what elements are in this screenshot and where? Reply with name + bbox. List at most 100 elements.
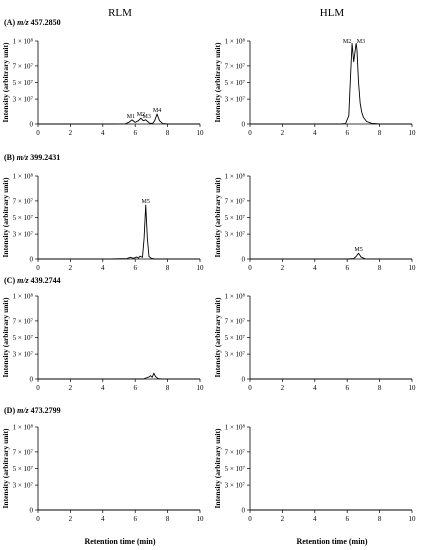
y-tick-label: 3 × 10⁷ (225, 96, 246, 104)
panel-d-hlm: 0 3 × 10⁷ 5 × 10⁷ 7 × 10⁷ 1 × 10⁸ 0 2 4 6 8 10 Inte… (213, 423, 416, 523)
chromatogram-trace (250, 43, 412, 125)
y-tick-label: 3 × 10⁷ (225, 482, 246, 490)
y-tick-label: 0 (30, 375, 34, 383)
mz-value: 473.2799 (29, 406, 61, 415)
chromatogram-trace (38, 204, 200, 260)
row-label: (A) m/z 457.2850 (4, 18, 61, 27)
x-tick-label: 0 (248, 384, 252, 392)
x-tick-label: 2 (281, 515, 285, 523)
y-tick-label: 7 × 10⁷ (225, 448, 246, 456)
y-tick-label: 0 (30, 506, 34, 514)
y-tick-label: 0 (30, 255, 34, 263)
x-tick-label: 8 (166, 129, 170, 137)
x-tick-label: 8 (166, 264, 170, 272)
x-tick-label: 2 (281, 264, 285, 272)
x-tick-label: 0 (36, 264, 40, 272)
peak-label: M2 (343, 39, 351, 45)
row-letter: (D) (4, 406, 17, 415)
x-tick-label: 2 (281, 384, 285, 392)
x-tick-label: 4 (101, 264, 105, 272)
y-tick-label: 0 (242, 255, 246, 263)
panel-c-hlm: 0 3 × 10⁷ 5 × 10⁷ 7 × 10⁷ 1 × 10⁸ 0 2 4 6 8 10 Inte… (213, 292, 416, 392)
y-tick-label: 7 × 10⁷ (13, 448, 34, 456)
x-tick-label: 10 (409, 264, 417, 272)
x-tick-label: 10 (409, 515, 417, 523)
y-tick-label: 0 (242, 120, 246, 128)
x-tick-label: 6 (133, 384, 137, 392)
x-tick-label: 8 (378, 384, 382, 392)
y-tick-label: 1 × 10⁸ (13, 423, 34, 431)
mz-value: 457.2850 (29, 18, 61, 27)
x-tick-label: 10 (197, 129, 205, 137)
x-tick-label: 4 (313, 264, 317, 272)
x-tick-label: 8 (378, 129, 382, 137)
x-tick-label: 0 (36, 129, 40, 137)
y-tick-label: 3 × 10⁷ (13, 96, 34, 104)
x-tick-label: 2 (281, 129, 285, 137)
y-tick-label: 0 (242, 375, 246, 383)
y-tick-label: 5 × 10⁷ (13, 79, 34, 87)
y-tick-label: 1 × 10⁸ (225, 172, 246, 180)
y-tick-label: 3 × 10⁷ (225, 231, 246, 239)
x-tick-label: 4 (313, 129, 317, 137)
x-tick-label: 10 (409, 384, 417, 392)
chromatogram-trace (38, 372, 200, 380)
row-letter: (C) (4, 276, 17, 285)
column-title-hlm: HLM (320, 7, 345, 19)
y-tick-label: 5 × 10⁷ (13, 334, 34, 342)
x-tick-label: 4 (101, 515, 105, 523)
mz-prefix: m/z (17, 406, 29, 415)
x-tick-label: 2 (69, 129, 73, 137)
x-tick-label: 8 (166, 515, 170, 523)
y-tick-label: 5 × 10⁷ (225, 214, 246, 222)
panel-b-hlm: 0 3 × 10⁷ 5 × 10⁷ 7 × 10⁷ 1 × 10⁸ 0 2 4 6 8 10 Inte… (213, 172, 416, 272)
mz-value: 399.2431 (28, 153, 60, 162)
y-tick-label: 5 × 10⁷ (13, 465, 34, 473)
y-axis-title: Intensity (arbitrary unit) (213, 177, 222, 257)
y-tick-label: 5 × 10⁷ (225, 79, 246, 87)
mz-value: 439.2744 (29, 276, 61, 285)
row-letter: (B) (4, 153, 17, 162)
peak-label: M4 (153, 108, 161, 114)
y-axis-title: Intensity (arbitrary unit) (1, 42, 10, 122)
row-letter: (A) (4, 18, 17, 27)
y-axis-title: Intensity (arbitrary unit) (1, 428, 10, 508)
row-label: (D) m/z 473.2799 (4, 406, 61, 415)
y-axis-title: Intensity (arbitrary unit) (1, 177, 10, 257)
x-tick-label: 4 (313, 384, 317, 392)
x-axis-title-rlm: Retention time (min) (84, 537, 155, 546)
y-tick-label: 3 × 10⁷ (13, 482, 34, 490)
mz-prefix: m/z (17, 18, 29, 27)
x-tick-label: 6 (345, 384, 349, 392)
x-tick-label: 6 (345, 264, 349, 272)
x-tick-label: 8 (378, 515, 382, 523)
y-axis-title: Intensity (arbitrary unit) (213, 428, 222, 508)
x-tick-label: 10 (197, 515, 205, 523)
panel-c-rlm: (C) m/z 439.2744 0 3 × 10⁷ 5 × 10⁷ 7 × 10⁷ 1 … (1, 276, 204, 392)
y-tick-label: 3 × 10⁷ (13, 351, 34, 359)
y-axis-title: Intensity (arbitrary unit) (213, 297, 222, 377)
y-tick-label: 7 × 10⁷ (13, 62, 34, 70)
row-label: (B) m/z 399.2431 (4, 153, 60, 162)
y-tick-label: 1 × 10⁸ (13, 172, 34, 180)
y-tick-label: 7 × 10⁷ (13, 317, 34, 325)
y-tick-label: 3 × 10⁷ (225, 351, 246, 359)
x-tick-label: 6 (133, 129, 137, 137)
x-tick-label: 4 (101, 129, 105, 137)
x-tick-label: 4 (101, 384, 105, 392)
x-tick-label: 6 (133, 515, 137, 523)
mz-prefix: m/z (17, 153, 29, 162)
y-tick-label: 7 × 10⁷ (225, 197, 246, 205)
x-tick-label: 0 (36, 515, 40, 523)
y-tick-label: 1 × 10⁸ (225, 292, 246, 300)
peak-label: M3 (357, 39, 365, 45)
chromatogram-trace (38, 113, 200, 125)
x-tick-label: 10 (197, 384, 205, 392)
x-tick-label: 0 (36, 384, 40, 392)
panel-a-rlm: (A) m/z 457.2850 0 3 × 10⁷ 5 × 10⁷ 7 × 10⁷ 1 … (1, 18, 204, 137)
x-tick-label: 4 (313, 515, 317, 523)
y-axis-title: Intensity (arbitrary unit) (1, 297, 10, 377)
x-tick-label: 0 (248, 264, 252, 272)
x-tick-label: 2 (69, 384, 73, 392)
y-tick-label: 0 (30, 120, 34, 128)
